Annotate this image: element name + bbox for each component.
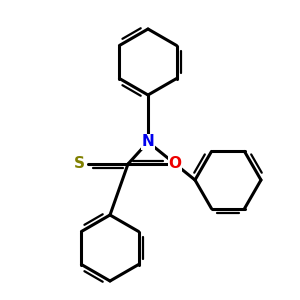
Text: N: N: [142, 134, 154, 149]
Text: O: O: [169, 157, 182, 172]
Text: S: S: [74, 157, 85, 172]
